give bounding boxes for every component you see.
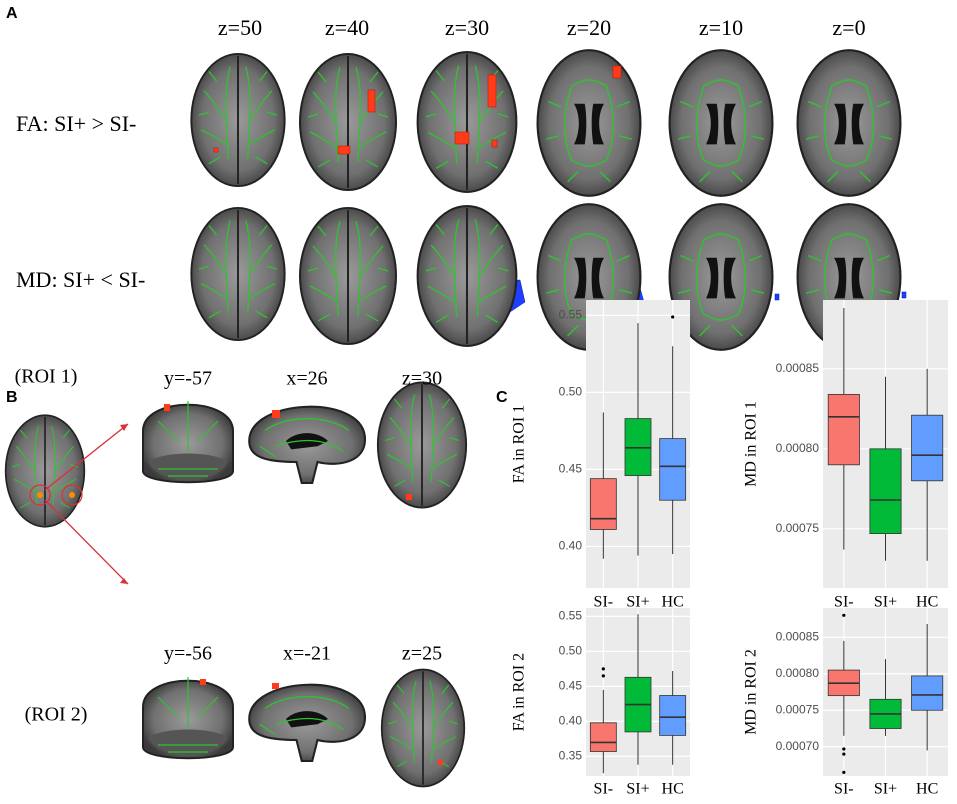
y-tick-label: 0.50 — [559, 385, 583, 399]
arrow-heads — [120, 424, 128, 584]
box — [659, 695, 687, 736]
column-label: z=10 — [699, 15, 743, 40]
roi-circle — [61, 484, 83, 506]
slice-label: x=-21 — [283, 643, 331, 665]
y-tick-label: 0.50 — [559, 644, 583, 658]
box — [827, 393, 860, 466]
roi-clusters — [164, 404, 443, 765]
roi-label: (ROI 2) — [25, 704, 88, 726]
x-tick-label: SI+ — [874, 594, 897, 611]
outlier — [842, 747, 846, 751]
box — [589, 722, 617, 752]
panel-label: A — [6, 5, 18, 22]
roi-spot — [69, 492, 75, 498]
x-tick-label: SI- — [594, 594, 614, 611]
coronal-slice — [141, 399, 235, 484]
y-axis-title: MD in ROI 2 — [743, 649, 760, 735]
y-axis-title: MD in ROI 1 — [743, 401, 760, 487]
y-axis-title: FA in ROI 2 — [511, 653, 528, 731]
red-clusters — [213, 65, 622, 155]
column-label: z=40 — [325, 15, 369, 40]
column-label: z=50 — [218, 15, 262, 40]
brain-slice — [668, 48, 774, 198]
outlier — [601, 674, 605, 678]
sagittal-slice — [248, 683, 367, 763]
outlier — [842, 770, 846, 774]
box — [589, 478, 617, 530]
brain-slice — [796, 48, 902, 198]
roi-spot — [37, 492, 43, 498]
y-tick-label: 0.00080 — [776, 441, 820, 455]
y-tick-label: 0.40 — [559, 714, 583, 728]
box — [659, 438, 687, 501]
brain-slice — [298, 206, 398, 346]
x-tick-label: SI- — [594, 781, 614, 798]
row-label: FA: SI+ > SI- — [16, 111, 136, 136]
roi-label: (ROI 1) — [15, 366, 78, 388]
box — [869, 448, 902, 534]
roi-circle — [29, 484, 51, 506]
y-axis-title: FA in ROI 1 — [511, 405, 528, 483]
brain-slice — [380, 668, 466, 788]
brain-slice — [298, 52, 398, 192]
brain-slice — [536, 48, 642, 198]
panel-label: B — [6, 389, 18, 406]
y-tick-label: 0.55 — [559, 609, 583, 623]
arrows — [44, 423, 129, 585]
y-tick-label: 0.00080 — [776, 666, 820, 680]
column-label: z=0 — [832, 15, 865, 40]
slice-label: z=30 — [402, 368, 442, 390]
outlier — [671, 315, 675, 319]
brain-slice — [190, 206, 286, 342]
x-tick-label: HC — [916, 781, 938, 798]
x-tick-label: SI+ — [874, 781, 897, 798]
x-tick-label: SI- — [834, 594, 854, 611]
brain-slice — [190, 52, 286, 188]
y-tick-label: 0.00085 — [776, 361, 820, 375]
x-tick-label: SI- — [834, 781, 854, 798]
x-tick-label: SI+ — [626, 594, 649, 611]
y-tick-label: 0.00075 — [776, 521, 820, 535]
x-tick-label: HC — [916, 594, 938, 611]
box — [911, 414, 944, 482]
coronal-slice — [141, 675, 235, 760]
brain-slice — [4, 414, 86, 528]
slice-label: z=25 — [402, 643, 442, 665]
y-tick-label: 0.45 — [559, 679, 583, 693]
slice-label: y=-57 — [164, 368, 212, 390]
y-tick-label: 0.35 — [559, 749, 583, 763]
column-label: z=30 — [445, 15, 489, 40]
box — [911, 675, 944, 711]
sagittal-slice — [248, 405, 367, 485]
y-tick-label: 0.00070 — [776, 739, 820, 753]
y-tick-label: 0.00075 — [776, 702, 820, 716]
outlier — [601, 667, 605, 671]
brain-slice — [376, 381, 468, 509]
y-tick-label: 0.00085 — [776, 629, 820, 643]
column-label: z=20 — [567, 15, 611, 40]
x-tick-label: SI+ — [626, 781, 649, 798]
x-tick-label: HC — [662, 594, 684, 611]
y-tick-label: 0.45 — [559, 462, 583, 476]
row-label: MD: SI+ < SI- — [16, 267, 145, 292]
y-tick-label: 0.40 — [559, 539, 583, 553]
slice-label: x=26 — [286, 368, 327, 390]
outlier — [842, 752, 846, 756]
x-tick-label: HC — [662, 781, 684, 798]
panel-label: C — [496, 389, 508, 406]
y-tick-label: 0.55 — [559, 308, 583, 322]
slice-label: y=-56 — [164, 643, 212, 665]
outlier — [842, 613, 846, 617]
brain-slice — [416, 204, 518, 348]
brain-slice — [416, 50, 518, 194]
